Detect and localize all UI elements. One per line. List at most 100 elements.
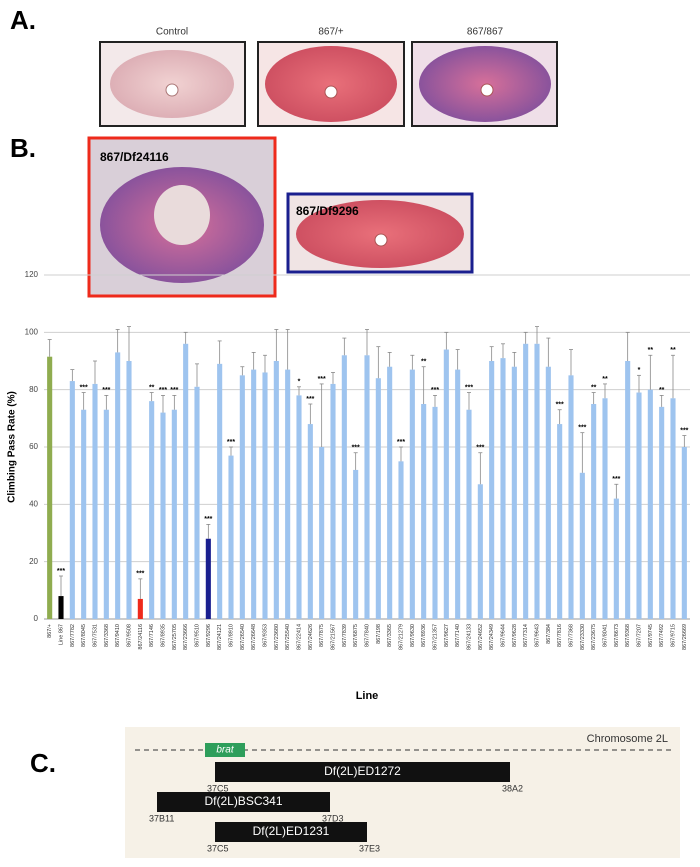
bar <box>387 366 393 619</box>
image-caption: 867/+ <box>318 27 343 38</box>
x-tick-label: Line 867 <box>58 624 64 645</box>
x-tick-label: 867/7140 <box>455 624 461 647</box>
x-tick-label: 867/7839 <box>342 624 348 647</box>
x-tick-label: 867/3368 <box>104 624 110 647</box>
y-tick-label: 0 <box>34 614 39 623</box>
x-tick-label: 867/9353 <box>262 624 268 647</box>
inset-image <box>87 136 277 298</box>
x-tick-label: 867/9508 <box>126 624 132 647</box>
bar <box>670 398 676 619</box>
significance-label: *** <box>431 387 439 394</box>
bar <box>69 381 75 619</box>
x-tick-label: 867/7875 <box>319 624 325 647</box>
bar <box>364 355 370 619</box>
gene-box <box>205 743 245 757</box>
bar <box>205 538 211 619</box>
bar <box>285 369 291 619</box>
x-tick-label: 867/24349 <box>489 624 495 650</box>
significance-label: * <box>298 379 301 386</box>
x-tick-label: 867/9715 <box>670 624 676 647</box>
significance-label: *** <box>352 445 360 452</box>
gene-label: brat <box>216 745 234 756</box>
bar <box>545 366 551 619</box>
significance-label: *** <box>476 445 484 452</box>
x-tick-label: 867/23680 <box>274 624 280 650</box>
histology-image <box>411 41 558 127</box>
bar <box>137 598 143 619</box>
x-tick-label: 867/8910 <box>228 624 234 647</box>
breakpoint-label: 37C5 <box>207 783 229 793</box>
x-tick-label: 867/23666 <box>183 624 189 650</box>
image-caption: Control <box>156 27 188 38</box>
bar <box>443 349 449 619</box>
x-tick-label: 867/+ <box>47 624 53 638</box>
x-tick-label: 867/9296 <box>206 624 212 647</box>
significance-label: ** <box>659 387 665 394</box>
bar <box>613 498 619 619</box>
significance-label: *** <box>397 439 405 446</box>
histology-image <box>257 41 405 127</box>
significance-label: *** <box>465 384 473 391</box>
image-caption: 867/867 <box>467 27 504 38</box>
x-tick-label: 867/26540 <box>240 624 246 650</box>
x-tick-label: 867/25540 <box>285 624 291 650</box>
bar <box>432 406 438 619</box>
x-tick-label: 867/7146 <box>149 624 155 647</box>
x-tick-label: 867/8935 <box>160 624 166 647</box>
deficiency-name: Df(2L)BSC341 <box>204 794 282 808</box>
significance-label: *** <box>556 402 564 409</box>
significance-label: *** <box>612 476 620 483</box>
bar <box>659 406 665 619</box>
bar <box>149 401 155 619</box>
bar <box>523 343 529 619</box>
significance-label: *** <box>159 387 167 394</box>
significance-label: ** <box>602 376 608 383</box>
x-tick-label: 867/6875 <box>353 624 359 647</box>
bar <box>126 361 132 619</box>
bar <box>273 361 279 619</box>
significance-label: *** <box>80 384 88 391</box>
deficiency-name: Df(2L)ED1231 <box>253 824 330 838</box>
y-tick-label: 120 <box>25 270 39 279</box>
significance-label: ** <box>591 384 597 391</box>
x-tick-label: 867/24133 <box>466 624 472 650</box>
x-tick-label: 867/9628 <box>512 624 518 647</box>
bar <box>455 369 461 619</box>
breakpoint-label: 37D3 <box>322 813 344 823</box>
x-tick-label: 867/21357 <box>432 624 438 650</box>
x-tick-label: 867/9368 <box>625 624 631 647</box>
bar <box>228 455 234 619</box>
significance-label: ** <box>648 347 654 354</box>
bar <box>160 412 166 619</box>
bar <box>296 395 302 619</box>
bar <box>375 378 381 619</box>
significance-label: ** <box>421 359 427 366</box>
x-tick-label: 867/8041 <box>602 624 608 647</box>
x-tick-label: 867/7782 <box>70 624 76 647</box>
bar <box>341 355 347 619</box>
x-tick-label: 867/7816 <box>557 624 563 647</box>
chromosome-label: Chromosome 2L <box>587 733 668 745</box>
x-tick-label: 867/9643 <box>534 624 540 647</box>
bar <box>421 404 427 619</box>
y-tick-label: 60 <box>29 442 38 451</box>
bar <box>239 375 245 619</box>
x-tick-label: 867/26669 <box>682 624 688 650</box>
breakpoint-label: 37C5 <box>207 843 229 853</box>
bar <box>194 386 200 619</box>
x-tick-label: 867/22414 <box>296 624 302 650</box>
x-tick-label: 867/21279 <box>398 624 404 650</box>
deficiency-bar <box>215 762 510 782</box>
bar <box>183 343 189 619</box>
x-tick-label: 867/25705 <box>172 624 178 650</box>
bar <box>647 389 653 619</box>
significance-label: *** <box>170 387 178 394</box>
bar <box>568 375 574 619</box>
panel-label: B. <box>10 133 36 163</box>
panel-label: C. <box>30 748 56 778</box>
y-tick-label: 80 <box>29 385 38 394</box>
inset-label: 867/Df24116 <box>100 150 169 164</box>
bar <box>489 361 495 619</box>
bar <box>398 461 404 619</box>
